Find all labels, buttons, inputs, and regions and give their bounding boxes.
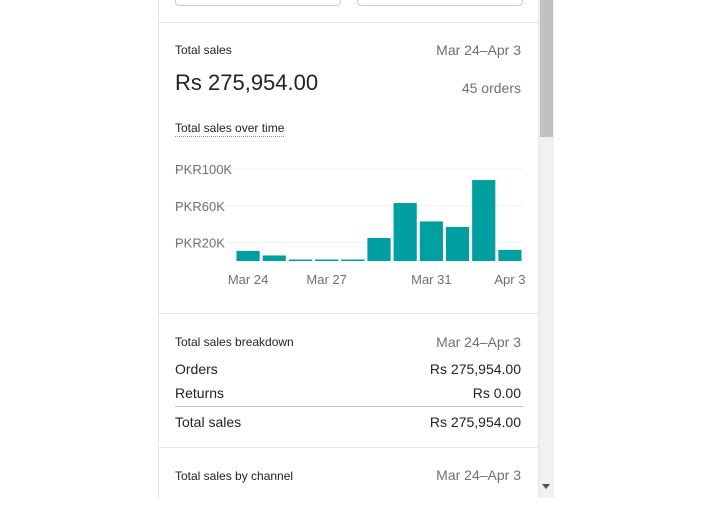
scrollbar-thumb[interactable]	[540, 0, 553, 137]
orders-count: 45 orders	[461, 80, 521, 96]
y-tick-label: PKR20K	[175, 236, 225, 251]
chart-bar[interactable]	[288, 259, 313, 262]
total-separator	[175, 406, 523, 407]
divider	[159, 22, 538, 23]
vertical-scrollbar[interactable]	[539, 0, 554, 498]
scroll-down-arrow-icon[interactable]	[542, 484, 550, 489]
chart-title[interactable]: Total sales over time	[175, 121, 285, 137]
chart-bar[interactable]	[419, 221, 443, 261]
chart-bar[interactable]	[498, 249, 522, 261]
chart-bar[interactable]	[367, 238, 391, 261]
y-tick-label: PKR100K	[175, 162, 232, 177]
bottom-edge	[152, 498, 552, 512]
breakdown-date-range: Mar 24–Apr 3	[436, 334, 521, 350]
chart-bar[interactable]	[472, 180, 496, 261]
breakdown-row-label: Orders	[175, 361, 218, 377]
breakdown-total-value: Rs 275,954.00	[429, 414, 521, 430]
chart-bar[interactable]	[236, 250, 260, 261]
chart-bar[interactable]	[315, 259, 339, 262]
breakdown-label: Total sales breakdown	[175, 335, 294, 349]
report-panel: Total sales Mar 24–Apr 3 Rs 275,954.00 4…	[158, 0, 539, 498]
total-sales-label: Total sales	[175, 43, 232, 57]
chart-bar[interactable]	[341, 259, 365, 262]
breakdown-row-value: Rs 0.00	[472, 385, 521, 401]
chart-bar[interactable]	[262, 255, 286, 261]
channel-date-range: Mar 24–Apr 3	[436, 467, 521, 483]
breakdown-row-label: Returns	[175, 385, 225, 401]
breakdown-row-value: Rs 275,954.00	[429, 361, 521, 377]
total-sales-date-range: Mar 24–Apr 3	[436, 42, 521, 58]
chart-bar[interactable]	[393, 203, 417, 261]
channel-label: Total sales by channel	[175, 469, 294, 483]
x-tick-label: Mar 31	[411, 272, 451, 287]
sales-over-time-chart: PKR20K PKR60K PKR100K Mar 24 Mar 27 Mar 31 Apr…	[175, 162, 525, 287]
x-tick-label: Mar 27	[306, 272, 346, 287]
divider	[159, 447, 538, 448]
chart-bar[interactable]	[445, 226, 470, 261]
divider	[159, 313, 538, 314]
total-sales-amount: Rs 275,954.00	[175, 70, 319, 95]
top-left-button[interactable]	[175, 0, 341, 6]
top-right-button[interactable]	[357, 0, 523, 6]
breakdown-total-label: Total sales	[175, 414, 242, 430]
y-tick-label: PKR60K	[175, 199, 225, 214]
x-tick-label: Mar 24	[228, 272, 268, 287]
x-tick-label: Apr 3	[494, 272, 525, 287]
